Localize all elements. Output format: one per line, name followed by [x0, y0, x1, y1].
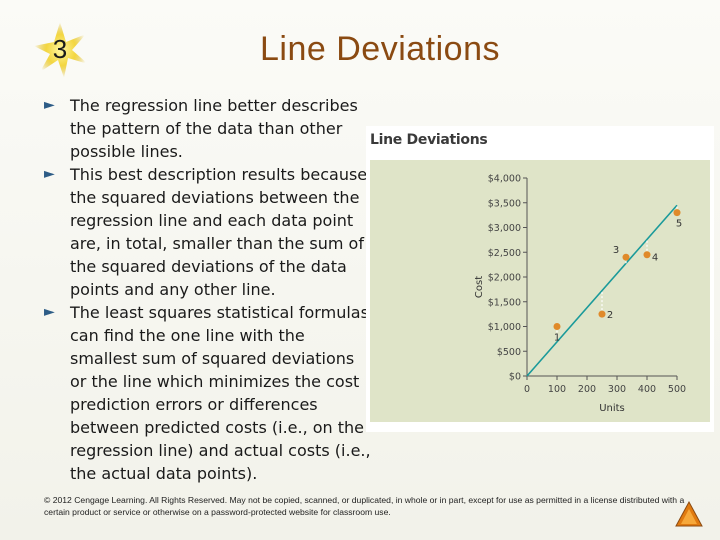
scatter-chart: $0 $500 $1,000 $1,500 $2,000 $2,500 $3,000 $3,5…	[474, 174, 686, 415]
data-point	[553, 323, 561, 330]
x-tick-label: 100	[548, 384, 566, 395]
y-tick-label: $2,000	[488, 273, 521, 284]
data-point-label: 3	[613, 245, 619, 256]
y-tick-label: $1,500	[488, 297, 521, 308]
data-point	[643, 251, 651, 259]
data-point	[673, 209, 681, 217]
data-point-label: 4	[652, 253, 658, 264]
bullet-item: ► The regression line better describes t…	[44, 94, 374, 163]
y-tick-label: $500	[497, 347, 521, 358]
y-tick-label: $4,000	[488, 174, 521, 185]
starburst-icon	[34, 22, 88, 78]
data-point	[598, 310, 606, 318]
chart-figure: Line Deviations $0 $500 $1,000 $1,500 $2,000…	[366, 126, 714, 432]
bullet-arrow-icon: ►	[44, 97, 55, 113]
y-tick-label: $2,500	[488, 248, 521, 259]
x-tick-label: 400	[638, 384, 656, 395]
bullet-item: ► This best description results because …	[44, 163, 374, 301]
x-tick-label: 200	[578, 384, 596, 395]
copyright-footer: © 2012 Cengage Learning. All Rights Rese…	[44, 495, 685, 517]
bullet-text: This best description results because th…	[70, 165, 368, 299]
data-point	[622, 253, 630, 261]
x-tick-label: 0	[524, 384, 530, 395]
slide-number-badge: 3	[30, 20, 96, 80]
y-axis-label: Cost	[474, 276, 485, 298]
corner-triangle-icon	[675, 500, 703, 527]
bullet-arrow-icon: ►	[44, 304, 55, 320]
x-tick-label: 500	[668, 384, 686, 395]
x-tick-label: 300	[608, 384, 626, 395]
bullet-item: ► The least squares statistical formulas…	[44, 301, 374, 485]
chart-panel: $0 $500 $1,000 $1,500 $2,000 $2,500 $3,000 $3,5…	[370, 160, 710, 422]
data-point-label: 2	[607, 310, 613, 321]
y-tick-label: $1,000	[488, 322, 521, 333]
data-point-label: 1	[554, 333, 560, 344]
x-axis-label: Units	[599, 403, 625, 414]
y-tick-label: $0	[509, 372, 521, 383]
slide-number: 3	[52, 34, 68, 64]
y-tick-label: $3,500	[488, 198, 521, 209]
chart-title: Line Deviations	[370, 132, 488, 148]
bullet-text: The regression line better describes the…	[70, 96, 358, 161]
y-tick-label: $3,000	[488, 223, 521, 234]
bullet-list: ► The regression line better describes t…	[44, 94, 374, 485]
data-point-label: 5	[676, 219, 682, 230]
bullet-arrow-icon: ►	[44, 166, 55, 182]
page-title: Line Deviations	[260, 30, 500, 68]
bullet-text: The least squares statistical formulas c…	[70, 303, 371, 483]
regression-line	[526, 204, 678, 377]
